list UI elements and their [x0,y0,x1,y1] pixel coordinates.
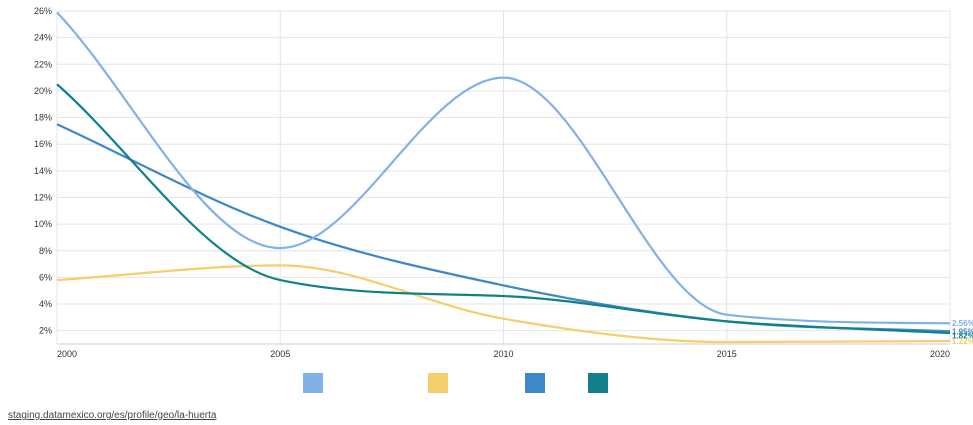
y-tick-label: 8% [39,246,52,256]
y-tick-label: 26% [34,6,52,16]
x-tick-label: 2010 [493,349,513,359]
y-axis: 2% 4% 6% 8% 10% 12% 14% 16% 18% 20% 22% 24% 26% [34,6,52,336]
series-line-1[interactable] [56,11,951,325]
x-tick-label: 2015 [717,349,737,359]
y-tick-label: 12% [34,192,52,202]
grid-lines [56,10,951,345]
y-tick-label: 2% [39,326,52,336]
end-label-series-4: 1.82% [952,331,973,340]
legend [0,373,973,395]
y-tick-label: 4% [39,299,52,309]
x-axis: 2000 2005 2010 2015 2020 [57,349,950,359]
end-label-series-1: 2.56% [952,319,973,328]
x-tick-label: 2005 [270,349,290,359]
y-tick-label: 6% [39,272,52,282]
y-tick-label: 20% [34,86,52,96]
series-lines [56,11,951,344]
series-line-4[interactable] [56,83,951,335]
y-tick-label: 14% [34,166,52,176]
legend-swatch-1[interactable] [303,373,323,393]
x-tick-label: 2020 [930,349,950,359]
y-tick-label: 16% [34,139,52,149]
y-tick-label: 18% [34,113,52,123]
legend-swatch-4[interactable] [588,373,608,393]
end-labels: 2.56%1.95%1.82%1.22% [952,319,973,346]
y-tick-label: 24% [34,33,52,43]
x-tick-label: 2000 [57,349,77,359]
end-label-series-3: 1.95% [952,327,973,336]
y-tick-label: 10% [34,219,52,229]
legend-swatch-3[interactable] [525,373,545,393]
y-tick-label: 22% [34,59,52,69]
series-line-2[interactable] [56,264,951,344]
legend-swatch-2[interactable] [428,373,448,393]
source-link[interactable]: staging.datamexico.org/es/profile/geo/la… [8,410,217,421]
line-chart: 2% 4% 6% 8% 10% 12% 14% 16% 18% 20% 22% 24% 26% 2000… [34,6,973,359]
end-label-series-2: 1.22% [952,337,973,346]
